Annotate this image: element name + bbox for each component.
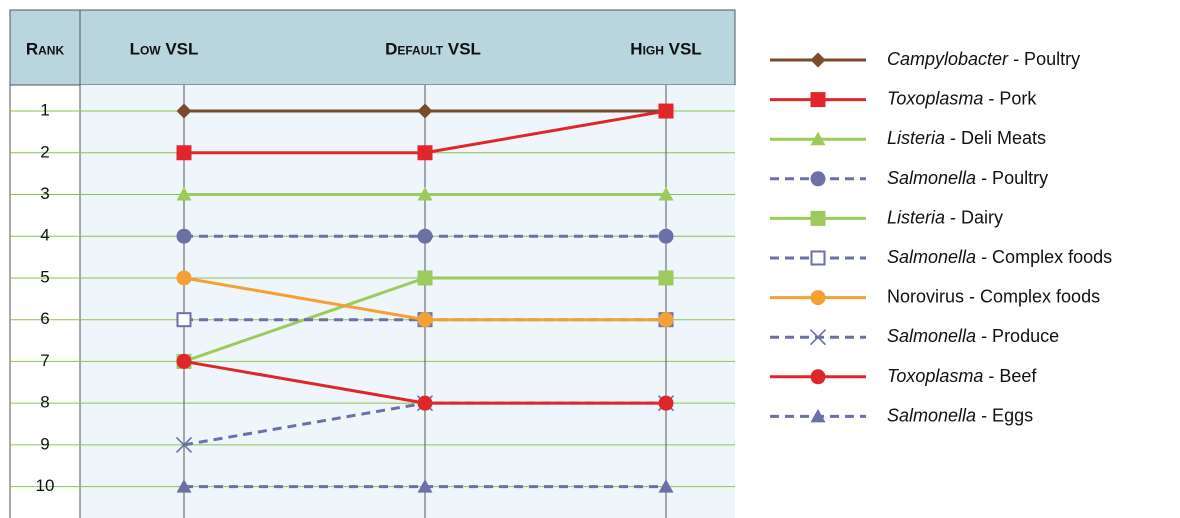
marker [417, 270, 433, 286]
legend-label: Salmonella - Eggs [887, 405, 1033, 425]
series [176, 479, 674, 493]
y-tick-label: 10 [36, 476, 55, 495]
marker [810, 408, 826, 423]
marker [810, 290, 826, 306]
marker [176, 353, 192, 369]
marker [417, 187, 433, 201]
header-band [9, 9, 736, 86]
series [176, 103, 674, 161]
marker [176, 228, 192, 244]
legend-label: Listeria - Deli Meats [887, 128, 1046, 148]
marker [658, 228, 674, 244]
legend-label: Toxoplasma - Pork [887, 88, 1037, 108]
marker [417, 145, 433, 161]
legend-label: Toxoplasma - Beef [887, 366, 1037, 386]
marker [417, 228, 433, 244]
x-tick-label: Default VSL [385, 39, 481, 58]
legend-label: Salmonella - Complex foods [887, 247, 1112, 267]
marker [810, 171, 826, 187]
marker [417, 103, 433, 119]
marker [176, 103, 192, 119]
series [176, 187, 674, 201]
marker [175, 436, 193, 453]
marker [658, 270, 674, 286]
marker [810, 369, 826, 385]
x-tick-label: High VSL [630, 39, 701, 58]
marker [176, 187, 192, 201]
y-tick-label: 7 [40, 351, 49, 370]
x-tick-label: Low VSL [130, 39, 199, 58]
marker [176, 479, 192, 493]
y-tick-label: 6 [40, 309, 49, 328]
marker [810, 131, 826, 146]
marker [417, 479, 433, 493]
y-tick-label: 2 [40, 142, 49, 161]
marker [417, 312, 433, 328]
legend-label: Norovirus - Complex foods [887, 286, 1100, 306]
marker [658, 187, 674, 201]
series [176, 228, 674, 244]
y-tick-label: 4 [40, 226, 49, 245]
y-tick-label: 1 [40, 101, 49, 120]
marker [810, 210, 826, 226]
legend-label: Salmonella - Produce [887, 326, 1059, 346]
marker [176, 145, 192, 161]
legend-label: Campylobacter - Poultry [887, 49, 1080, 69]
series [176, 353, 674, 411]
legend-label: Listeria - Dairy [887, 207, 1003, 227]
marker [810, 250, 826, 266]
y-tick-label: 5 [40, 267, 49, 286]
rank-header: Rank [26, 39, 65, 58]
marker [658, 479, 674, 493]
marker [176, 270, 192, 286]
y-tick-label: 8 [40, 393, 49, 412]
legend-label: Salmonella - Poultry [887, 168, 1048, 188]
y-tick-label: 9 [40, 434, 49, 453]
y-tick-label: 3 [40, 184, 49, 203]
marker [810, 52, 826, 68]
marker [809, 329, 827, 346]
marker [658, 395, 674, 411]
marker [417, 395, 433, 411]
marker [176, 312, 192, 328]
marker [658, 103, 674, 119]
marker [658, 312, 674, 328]
marker [810, 92, 826, 108]
series [176, 270, 674, 328]
